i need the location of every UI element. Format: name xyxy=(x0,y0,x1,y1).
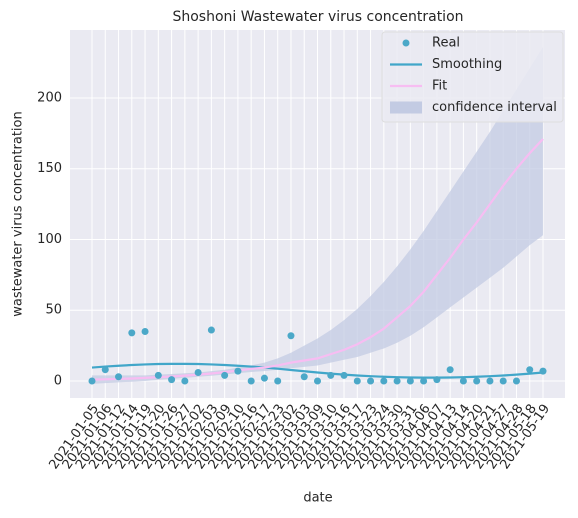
point xyxy=(194,369,202,377)
point xyxy=(539,367,547,375)
legend-marker xyxy=(390,101,422,114)
point xyxy=(353,377,361,385)
line xyxy=(91,138,544,381)
point xyxy=(393,377,401,385)
point xyxy=(247,377,255,385)
x-axis-label: date xyxy=(303,491,332,506)
point xyxy=(406,377,414,385)
point xyxy=(300,373,308,381)
point xyxy=(181,377,189,385)
point xyxy=(327,371,335,379)
legend-label: Real xyxy=(432,36,460,51)
point xyxy=(433,376,441,384)
point xyxy=(207,326,215,334)
y-tick-label: 100 xyxy=(37,232,62,247)
y-tick-label: 200 xyxy=(37,90,62,105)
chart-title: Shoshoni Wastewater virus concentration xyxy=(172,9,463,25)
point xyxy=(340,371,348,379)
point xyxy=(486,377,494,385)
point xyxy=(141,327,149,335)
point xyxy=(287,332,295,340)
point xyxy=(101,366,109,374)
point xyxy=(473,377,481,385)
point xyxy=(367,377,375,385)
point xyxy=(128,329,136,337)
point xyxy=(459,377,467,385)
point xyxy=(512,377,520,385)
point xyxy=(380,377,388,385)
line xyxy=(91,362,544,379)
y-axis-label: wastewater virus concentration xyxy=(11,111,26,316)
point xyxy=(168,376,176,384)
point xyxy=(274,377,282,385)
legend-label: Smoothing xyxy=(432,57,502,72)
point xyxy=(260,374,268,382)
point xyxy=(88,377,96,385)
point xyxy=(526,366,534,374)
point xyxy=(221,371,229,379)
point xyxy=(115,373,123,381)
point xyxy=(154,371,162,379)
legend-marker xyxy=(402,39,410,47)
legend-label: Fit xyxy=(432,79,447,94)
point xyxy=(314,377,321,385)
y-tick-label: 50 xyxy=(45,303,62,318)
point xyxy=(420,377,428,385)
legend-box xyxy=(381,31,564,123)
point xyxy=(446,366,454,374)
point xyxy=(234,367,242,375)
y-tick-label: 150 xyxy=(37,161,62,176)
point xyxy=(499,377,507,385)
legend-label: confidence interval xyxy=(432,100,557,115)
y-tick-label: 0 xyxy=(54,374,62,389)
confidence-band xyxy=(92,46,543,384)
